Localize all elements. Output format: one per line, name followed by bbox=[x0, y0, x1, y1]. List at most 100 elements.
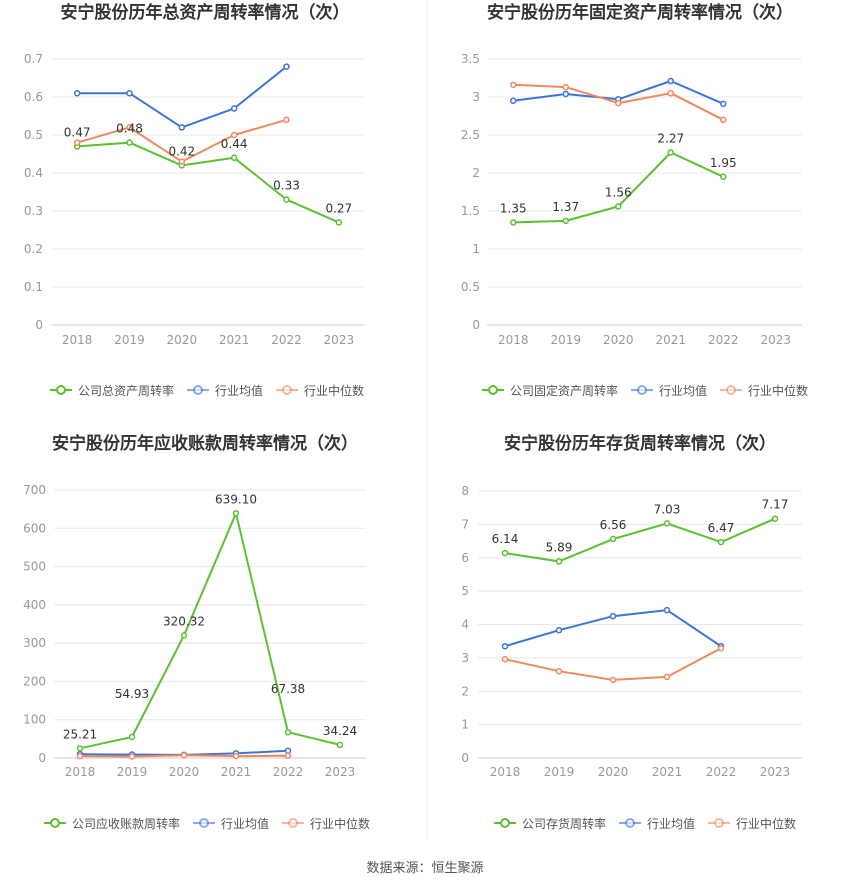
data-label: 34.24 bbox=[323, 724, 357, 738]
data-point-company bbox=[510, 219, 517, 226]
y-tick-label: 0.3 bbox=[24, 204, 43, 218]
legend-line-circle-icon bbox=[186, 385, 209, 395]
x-tick-label: 2020 bbox=[598, 765, 629, 779]
data-point-industry-mean bbox=[555, 626, 563, 634]
data-point-industry-mean bbox=[667, 77, 674, 85]
chart-legend: 公司存货周转率 行业均值 行业中位数 bbox=[440, 813, 850, 833]
chart-title: 安宁股份历年固定资产周转率情况（次） bbox=[487, 3, 793, 23]
y-tick-label: 0 bbox=[472, 318, 480, 332]
x-tick-label: 2022 bbox=[708, 333, 739, 347]
legend-icon-circle bbox=[487, 385, 498, 395]
data-point-industry-median bbox=[230, 131, 238, 139]
legend-item-industry-mean[interactable]: 行业均值 bbox=[192, 815, 269, 832]
legend-item-industry-mean[interactable]: 行业均值 bbox=[630, 382, 707, 399]
data-point-company bbox=[230, 154, 238, 162]
legend-icon-circle bbox=[726, 385, 736, 395]
data-point-industry-median bbox=[555, 667, 563, 675]
legend-item-industry-mean[interactable]: 行业均值 bbox=[618, 815, 695, 832]
y-tick-label: 0.1 bbox=[24, 280, 43, 294]
legend-line-circle-icon bbox=[720, 385, 742, 395]
legend-label: 公司总资产周转率 bbox=[77, 383, 174, 398]
y-tick-label: 500 bbox=[23, 560, 46, 574]
data-point-industry-mean bbox=[178, 124, 186, 131]
y-tick-label: 0 bbox=[38, 751, 46, 765]
legend-item-company[interactable]: 公司固定资产周转率 bbox=[481, 382, 618, 399]
y-tick-label: 1 bbox=[472, 242, 480, 256]
legend-label: 行业中位数 bbox=[304, 383, 365, 398]
legend-icon-circle bbox=[636, 385, 647, 395]
y-tick-label: 3 bbox=[461, 651, 469, 665]
x-tick-label: 2019 bbox=[544, 765, 575, 779]
data-point-industry-median bbox=[562, 83, 569, 91]
legend-item-company[interactable]: 公司存货周转率 bbox=[493, 815, 606, 832]
data-label: 639.10 bbox=[215, 492, 257, 506]
x-tick-label: 2021 bbox=[219, 333, 250, 347]
chart-legend: 公司应收账款周转率 行业均值 行业中位数 bbox=[0, 813, 414, 833]
legend-item-company[interactable]: 公司总资产周转率 bbox=[49, 382, 174, 399]
data-point-industry-mean bbox=[230, 105, 238, 112]
data-point-industry-median bbox=[501, 655, 509, 663]
legend-item-industry-median[interactable]: 行业中位数 bbox=[282, 815, 370, 832]
data-point-company bbox=[335, 219, 343, 226]
chart-legend: 公司固定资产周转率 行业均值 行业中位数 bbox=[440, 380, 850, 400]
data-point-industry-median bbox=[609, 676, 617, 684]
x-tick-label: 2023 bbox=[324, 333, 355, 347]
y-tick-label: 600 bbox=[23, 521, 46, 535]
y-tick-label: 2.5 bbox=[461, 128, 480, 142]
y-tick-label: 0 bbox=[35, 318, 43, 332]
data-point-industry-mean bbox=[609, 612, 617, 620]
x-tick-label: 2023 bbox=[325, 765, 356, 779]
legend-item-industry-median[interactable]: 行业中位数 bbox=[708, 815, 796, 832]
x-tick-label: 2018 bbox=[62, 333, 93, 347]
y-tick-label: 1.5 bbox=[461, 204, 480, 218]
legend-item-industry-median[interactable]: 行业中位数 bbox=[720, 382, 808, 399]
data-point-industry-mean bbox=[73, 89, 81, 97]
y-tick-label: 4 bbox=[461, 618, 469, 632]
data-point-industry-median bbox=[720, 116, 727, 124]
data-point-industry-median bbox=[180, 752, 188, 759]
legend-line-circle-icon bbox=[282, 818, 304, 828]
data-point-company bbox=[717, 538, 725, 546]
y-tick-label: 2 bbox=[472, 166, 480, 180]
legend-icon-circle bbox=[288, 818, 298, 828]
legend-item-industry-median[interactable]: 行业中位数 bbox=[276, 382, 364, 399]
legend-line-circle-icon bbox=[276, 385, 298, 395]
data-point-company bbox=[667, 149, 674, 156]
x-tick-label: 2022 bbox=[273, 765, 304, 779]
x-tick-label: 2019 bbox=[117, 765, 148, 779]
legend-label: 行业均值 bbox=[214, 383, 263, 398]
legend-icon-circle bbox=[198, 818, 209, 828]
y-tick-label: 5 bbox=[461, 584, 469, 598]
chart-legend: 公司总资产周转率 行业均值 行业中位数 bbox=[0, 380, 414, 400]
x-tick-label: 2019 bbox=[550, 333, 581, 347]
chart-inventory-turnover: 0 1 2 3 4 5 6 7 8 2018 2019 2020 2021 2022 2023 6.14 5.8… bbox=[461, 484, 802, 779]
data-point-industry-median bbox=[717, 644, 725, 652]
data-label: 0.48 bbox=[116, 122, 143, 136]
data-point-industry-median bbox=[232, 752, 240, 760]
legend-item-industry-mean[interactable]: 行业均值 bbox=[186, 382, 263, 399]
data-label: 0.33 bbox=[273, 179, 300, 193]
y-tick-label: 0.7 bbox=[24, 52, 43, 66]
legend-icon-circle bbox=[55, 385, 66, 395]
data-point-industry-mean bbox=[720, 100, 727, 108]
legend-item-company[interactable]: 公司应收账款周转率 bbox=[43, 815, 180, 832]
y-tick-label: 3 bbox=[472, 90, 480, 104]
data-point-company bbox=[283, 196, 290, 203]
data-point-company bbox=[720, 173, 727, 181]
legend-icon-circle bbox=[714, 818, 724, 828]
data-point-industry-mean bbox=[510, 97, 517, 105]
legend-icon-circle bbox=[192, 385, 203, 395]
legend-line-circle-icon bbox=[618, 818, 641, 828]
legend-label: 行业中位数 bbox=[736, 816, 797, 831]
x-tick-label: 2021 bbox=[652, 765, 683, 779]
y-tick-label: 7 bbox=[461, 517, 469, 531]
data-point-industry-median bbox=[126, 124, 133, 131]
data-point-company bbox=[615, 203, 622, 210]
data-point-industry-median bbox=[284, 752, 292, 759]
data-point-company bbox=[555, 558, 563, 565]
legend-line-circle-icon bbox=[192, 818, 215, 828]
data-point-company bbox=[663, 520, 671, 527]
legend-line-circle-icon bbox=[43, 818, 66, 828]
legend-label: 行业均值 bbox=[220, 816, 269, 831]
